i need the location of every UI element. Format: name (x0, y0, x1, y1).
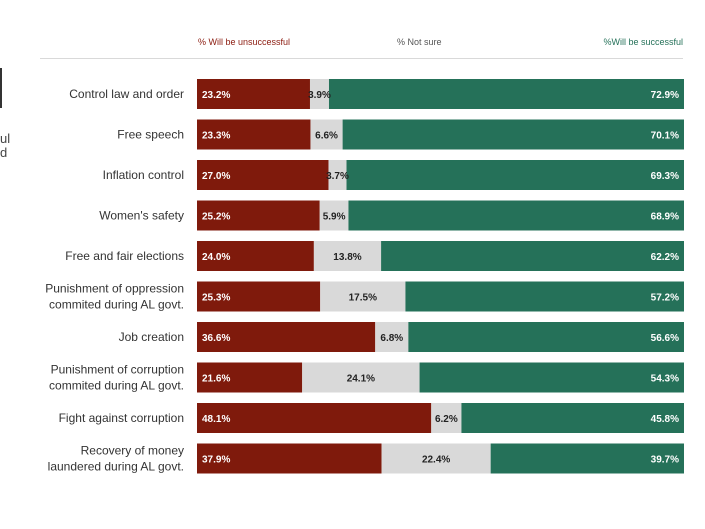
edge-fragment-line: d (0, 145, 8, 160)
bar-successful (419, 362, 684, 393)
value-label-successful: 57.2% (651, 293, 679, 304)
bar-not-sure (319, 200, 349, 231)
bar-successful (346, 160, 684, 190)
bar-successful (342, 119, 684, 150)
value-label-unsuccessful: 23.2% (202, 90, 230, 101)
value-label-successful: 72.9% (651, 90, 679, 101)
value-label-successful: 62.2% (651, 252, 679, 263)
bar-unsuccessful (197, 119, 311, 150)
bar-unsuccessful (197, 443, 382, 474)
value-label-unsuccessful: 24.0% (202, 252, 230, 263)
bar-not-sure (309, 79, 329, 109)
value-label-unsuccessful: 21.6% (202, 374, 230, 385)
category-label: Punishment of corruption commited during … (49, 363, 184, 393)
bar-successful (408, 322, 684, 352)
bar-successful (490, 443, 684, 474)
bar-unsuccessful (197, 322, 376, 352)
value-label-not-sure: 17.5% (349, 293, 377, 304)
value-label-unsuccessful: 36.6% (202, 333, 230, 344)
value-label-successful: 39.7% (651, 455, 679, 466)
value-label-successful: 69.3% (651, 171, 679, 182)
value-label-unsuccessful: 27.0% (202, 171, 230, 182)
bar-unsuccessful (197, 200, 320, 231)
category-label: Free speech (117, 128, 184, 142)
bar-unsuccessful (197, 241, 314, 271)
value-label-unsuccessful: 48.1% (202, 414, 230, 425)
value-label-not-sure: 6.2% (435, 414, 458, 425)
value-label-unsuccessful: 25.2% (202, 212, 230, 223)
legend-unsuccessful: % Will be unsuccessful (198, 37, 291, 47)
bar-not-sure (431, 403, 462, 433)
category-label: Job creation (119, 330, 184, 344)
bar-successful (348, 200, 684, 231)
value-label-unsuccessful: 23.3% (202, 131, 230, 142)
legend-successful: %Will be successful (603, 37, 683, 47)
value-label-not-sure: 3.7% (326, 171, 349, 182)
bar-not-sure (310, 119, 343, 150)
category-label: Free and fair elections (65, 249, 184, 263)
bar-unsuccessful (197, 403, 432, 433)
value-label-successful: 54.3% (651, 374, 679, 385)
bar-unsuccessful (197, 281, 321, 312)
bar-unsuccessful (197, 160, 329, 190)
bar-unsuccessful (197, 362, 303, 393)
category-label: Fight against corruption (59, 411, 184, 425)
bar-not-sure (302, 362, 420, 393)
category-label: Recovery of money laundered during AL gov… (48, 444, 184, 474)
value-label-not-sure: 6.8% (380, 333, 403, 344)
value-label-successful: 56.6% (651, 333, 679, 344)
bar-not-sure (381, 443, 491, 474)
bar-not-sure (320, 281, 406, 312)
value-label-unsuccessful: 37.9% (202, 455, 230, 466)
category-label: Women's safety (99, 209, 184, 223)
bar-not-sure (328, 160, 347, 190)
value-label-not-sure: 22.4% (422, 455, 450, 466)
value-label-not-sure: 5.9% (323, 212, 346, 223)
edge-mark (0, 68, 2, 108)
edge-fragment-line: ul (0, 131, 11, 146)
bar-successful (381, 241, 684, 271)
bar-successful (461, 403, 684, 433)
category-label: Punishment of oppression commited during … (45, 282, 184, 312)
category-label: Control law and order (69, 87, 184, 101)
legend-not-sure: % Not sure (397, 37, 442, 47)
bar-successful (405, 281, 684, 312)
value-label-successful: 68.9% (651, 212, 679, 223)
bar-unsuccessful (197, 79, 310, 109)
category-label: Inflation control (103, 168, 184, 182)
value-label-not-sure: 13.8% (333, 252, 361, 263)
value-label-not-sure: 24.1% (347, 374, 375, 385)
value-label-not-sure: 6.6% (315, 131, 338, 142)
bar-not-sure (313, 241, 382, 271)
value-label-successful: 70.1% (651, 131, 679, 142)
bar-successful (328, 79, 684, 109)
value-label-not-sure: 3.9% (308, 90, 331, 101)
value-label-unsuccessful: 25.3% (202, 293, 230, 304)
legend: % Will be unsuccessful % Not sure %Will … (0, 0, 705, 60)
header-divider (40, 58, 683, 59)
bar-not-sure (375, 322, 409, 352)
edge-text-fragment: ul d (0, 132, 10, 160)
value-label-successful: 45.8% (651, 414, 679, 425)
